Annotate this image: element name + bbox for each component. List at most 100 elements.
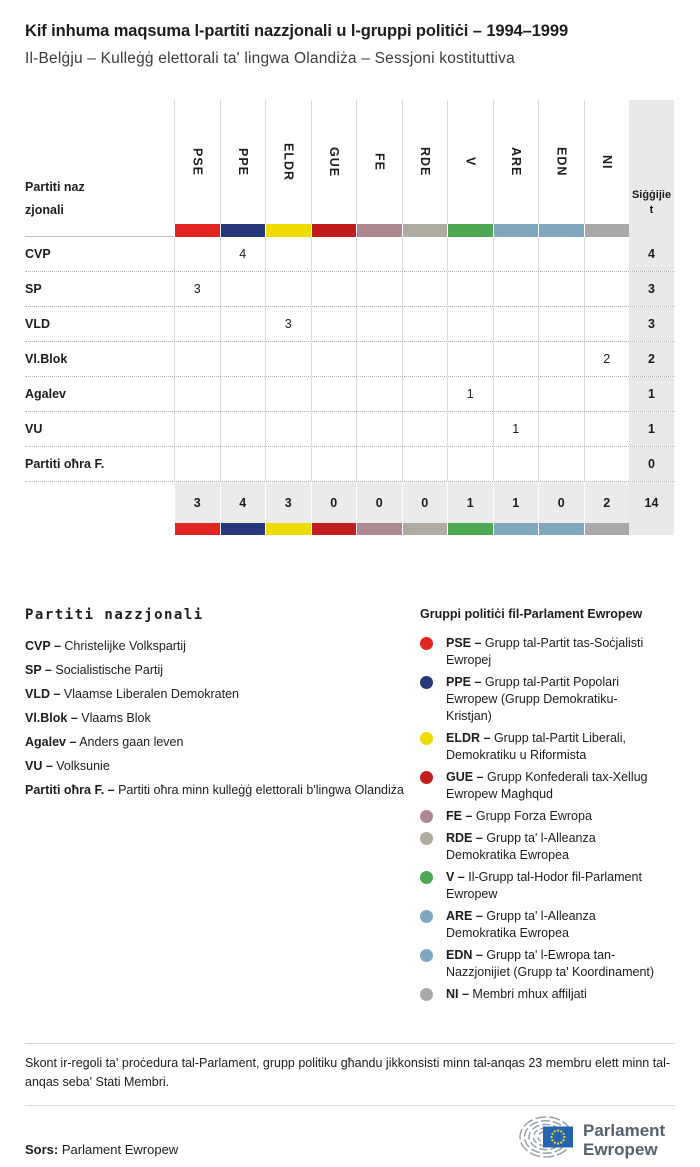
group-color-dot [420, 676, 433, 689]
political-groups-legend: Gruppi politiċi fil-Parlament Ewropew PS… [420, 607, 675, 1003]
cell [538, 412, 584, 446]
cell [447, 412, 493, 446]
legend-item: PSE – Grupp tal-Partit tas-Soċjalisti Ew… [420, 635, 675, 669]
total-cell: 0 [356, 482, 402, 523]
legend-item: PPE – Grupp tal-Partit Popolari Ewropew … [420, 674, 675, 725]
cell [310, 342, 357, 376]
group-column-header: PSE [174, 100, 220, 224]
row-label: SP [25, 282, 42, 296]
row-label: VU [25, 422, 43, 436]
cell [219, 272, 266, 306]
cell [583, 307, 630, 341]
group-color-bar [265, 523, 311, 535]
cell [265, 272, 311, 306]
legend-item: Vl.Blok – Vlaams Blok [25, 711, 151, 725]
row-label: VLD [25, 317, 50, 331]
cell: 1 [447, 377, 493, 411]
national-parties-legend-title: Partiti nazzjonali [25, 607, 204, 623]
total-cell: 0 [538, 482, 584, 523]
cell [310, 447, 357, 481]
legend-item: VLD – Vlaamse Liberalen Demokraten [25, 687, 240, 701]
cell [538, 447, 584, 481]
total-cell: 2 [583, 482, 629, 523]
cell [310, 412, 357, 446]
cell [174, 447, 220, 481]
political-groups-legend-title: Gruppi politiċi fil-Parlament Ewropew [420, 607, 643, 621]
cell [447, 342, 493, 376]
group-column-header: ELDR [265, 100, 311, 224]
cell [265, 377, 311, 411]
cell [401, 307, 448, 341]
cell: 3 [265, 307, 311, 341]
seats-column-header: Siġġijiet [629, 100, 674, 224]
group-color-bar [583, 224, 629, 237]
footer-note: Skont ir-regoli ta' proċedura tal-Parlam… [25, 1056, 671, 1089]
row-label: Agalev [25, 387, 66, 401]
group-color-dot [420, 832, 433, 845]
total-cell: 1 [492, 482, 538, 523]
seats-table: Partiti nazzjonali PSE PPE ELDR GUE FE R… [25, 100, 675, 535]
source-value: Parlament Ewropew [61, 1141, 179, 1157]
seats-cell: 0 [629, 447, 674, 481]
table-row: Agalev 1 1 [25, 377, 675, 412]
page-subtitle: Il-Belġju – Kulleġġ elettorali ta' lingw… [25, 50, 515, 67]
cell [492, 237, 539, 271]
cell [401, 377, 448, 411]
group-color-bar [174, 224, 220, 237]
legend-item: V – Il-Grupp tal-Hodor fil-Parlament Ewr… [420, 869, 675, 903]
table-row: VU 1 1 [25, 412, 675, 447]
group-color-bar [401, 224, 447, 237]
cell [583, 377, 630, 411]
cell [174, 237, 220, 271]
totals-row: 3 4 3 0 0 0 1 1 0 2 14 [25, 482, 675, 523]
cell [583, 237, 630, 271]
group-color-bar [447, 523, 493, 535]
legend-item: ELDR – Grupp tal-Partit Liberali, Demokr… [420, 730, 675, 764]
cell [219, 412, 266, 446]
cell [492, 447, 539, 481]
group-color-bar [538, 523, 584, 535]
cell: 2 [583, 342, 630, 376]
group-color-dot [420, 910, 433, 923]
cell [447, 307, 493, 341]
legend-item: CVP – Christelijke Volkspartij [25, 639, 186, 653]
legend-item: Agalev – Anders gaan leven [25, 735, 184, 749]
cell [174, 342, 220, 376]
group-color-bar [492, 523, 538, 535]
seats-cell: 3 [629, 307, 674, 341]
group-color-bar [538, 224, 584, 237]
cell [356, 342, 402, 376]
cell [356, 307, 402, 341]
group-color-bar [583, 523, 629, 535]
row-label: Partiti oħra F. [25, 457, 105, 471]
legend-item: RDE – Grupp ta' l-Alleanza Demokratika E… [420, 830, 675, 864]
cell [538, 307, 584, 341]
legend-item: SP – Socialistische Partij [25, 663, 164, 677]
cell [538, 342, 584, 376]
group-column-header: EDN [538, 100, 584, 224]
table-row: Partiti oħra F. 0 [25, 447, 675, 482]
cell [219, 307, 266, 341]
group-color-dot [420, 871, 433, 884]
group-color-dot [420, 732, 433, 745]
row-label: Vl.Blok [25, 352, 68, 366]
row-header-label: Partiti nazzjonali [25, 180, 85, 217]
cell [401, 342, 448, 376]
cell [310, 377, 357, 411]
total-cell: 0 [401, 482, 447, 523]
cell [401, 412, 448, 446]
cell [401, 237, 448, 271]
page-title: Kif inhuma maqsuma l-partiti nazzjonali … [25, 22, 569, 40]
cell: 4 [219, 237, 266, 271]
legend-item: GUE – Grupp Konfederali tax-Xellug Ewrop… [420, 769, 675, 803]
group-column-header: GUE [310, 100, 357, 224]
cell [583, 272, 630, 306]
seats-cell: 1 [629, 412, 674, 446]
cell [356, 412, 402, 446]
group-color-bar [219, 523, 265, 535]
legend-item: EDN – Grupp ta' l-Ewropa tan-Nazzjonijie… [420, 947, 675, 981]
group-column-header: V [447, 100, 493, 224]
cell: 3 [174, 272, 220, 306]
seats-cell: 4 [629, 237, 674, 271]
